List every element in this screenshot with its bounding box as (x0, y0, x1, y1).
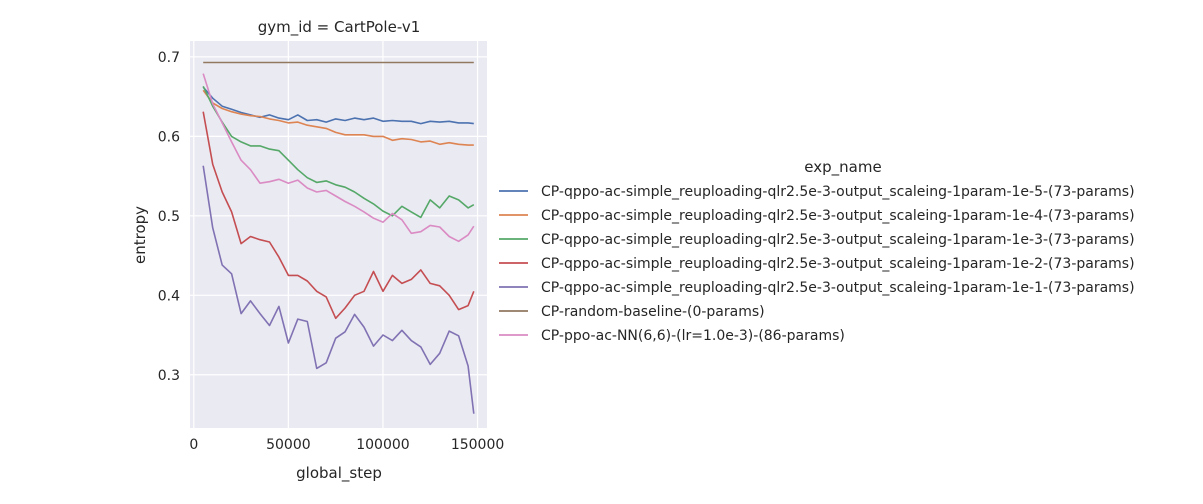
x-tick-label: 150000 (451, 437, 504, 453)
x-tick-label: 0 (189, 437, 198, 453)
legend-label: CP-random-baseline-(0-params) (541, 304, 765, 320)
y-tick-label: 0.7 (158, 50, 180, 66)
series-line-3 (202, 85, 475, 219)
series-line-2 (202, 89, 474, 146)
y-tick-label: 0.5 (158, 209, 180, 225)
series-line-4 (202, 111, 475, 320)
grid (190, 41, 487, 428)
y-tick-label: 0.4 (158, 288, 180, 304)
legend-items: CP-qppo-ac-simple_reuploading-qlr2.5e-3-… (499, 184, 1135, 344)
x-tick-label: 50000 (266, 437, 311, 453)
x-tick-labels: 0 50000 100000 150000 (189, 437, 504, 453)
chart-title: gym_id = CartPole-v1 (258, 18, 421, 37)
series-line-1 (202, 86, 474, 125)
legend-label: CP-qppo-ac-simple_reuploading-qlr2.5e-3-… (541, 232, 1135, 248)
legend-label: CP-qppo-ac-simple_reuploading-qlr2.5e-3-… (541, 208, 1135, 224)
x-tick-label: 100000 (356, 437, 409, 453)
legend-title: exp_name (804, 158, 881, 177)
legend-label: CP-qppo-ac-simple_reuploading-qlr2.5e-3-… (541, 184, 1135, 200)
y-tick-label: 0.6 (158, 129, 180, 145)
y-axis-label: entropy (131, 206, 149, 264)
legend-label: CP-qppo-ac-simple_reuploading-qlr2.5e-3-… (541, 280, 1135, 296)
y-tick-label: 0.3 (158, 368, 180, 384)
series-lines (202, 61, 475, 414)
y-tick-labels: 0.3 0.4 0.5 0.6 0.7 (158, 50, 180, 384)
legend-label: CP-ppo-ac-NN(6,6)-(lr=1.0e-3)-(86-params… (541, 328, 845, 344)
x-axis-label: global_step (296, 464, 382, 483)
plot-area (190, 41, 487, 428)
series-line-5 (202, 165, 475, 414)
series-line-7 (202, 73, 475, 243)
legend-label: CP-qppo-ac-simple_reuploading-qlr2.5e-3-… (541, 256, 1135, 272)
legend: exp_name CP-qppo-ac-simple_reuploading-q… (499, 158, 1135, 344)
